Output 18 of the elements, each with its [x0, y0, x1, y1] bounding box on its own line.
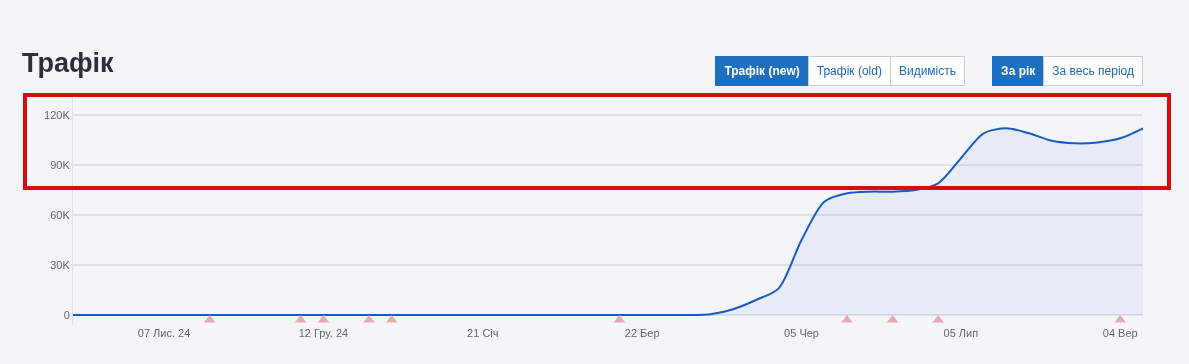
y-tick-label: 0 — [63, 308, 70, 321]
x-tick-label: 07 Лис. 24 — [137, 327, 191, 339]
x-tick-label: 12 Гру. 24 — [298, 327, 349, 339]
y-tick-label: 60K — [50, 208, 71, 221]
y-tick-label: 120K — [44, 108, 71, 121]
text: Трафік (new) — [715, 56, 809, 86]
text: Видимість — [889, 56, 965, 86]
text: За рік — [992, 56, 1045, 86]
x-tick-label: 05 Лип — [943, 327, 979, 339]
x-tick-label: 05 Чер — [784, 327, 819, 339]
y-tick-label: 30K — [50, 258, 71, 271]
text: Трафік (old) — [807, 56, 891, 86]
chart-title: Трафік — [22, 48, 114, 79]
x-tick-label: 22 Бер — [624, 327, 660, 339]
text: За весь період — [1043, 56, 1143, 86]
x-tick-label: 04 Вер — [1102, 327, 1138, 339]
x-tick-label: 21 Січ — [467, 327, 499, 339]
y-tick-label: 90K — [50, 158, 71, 171]
